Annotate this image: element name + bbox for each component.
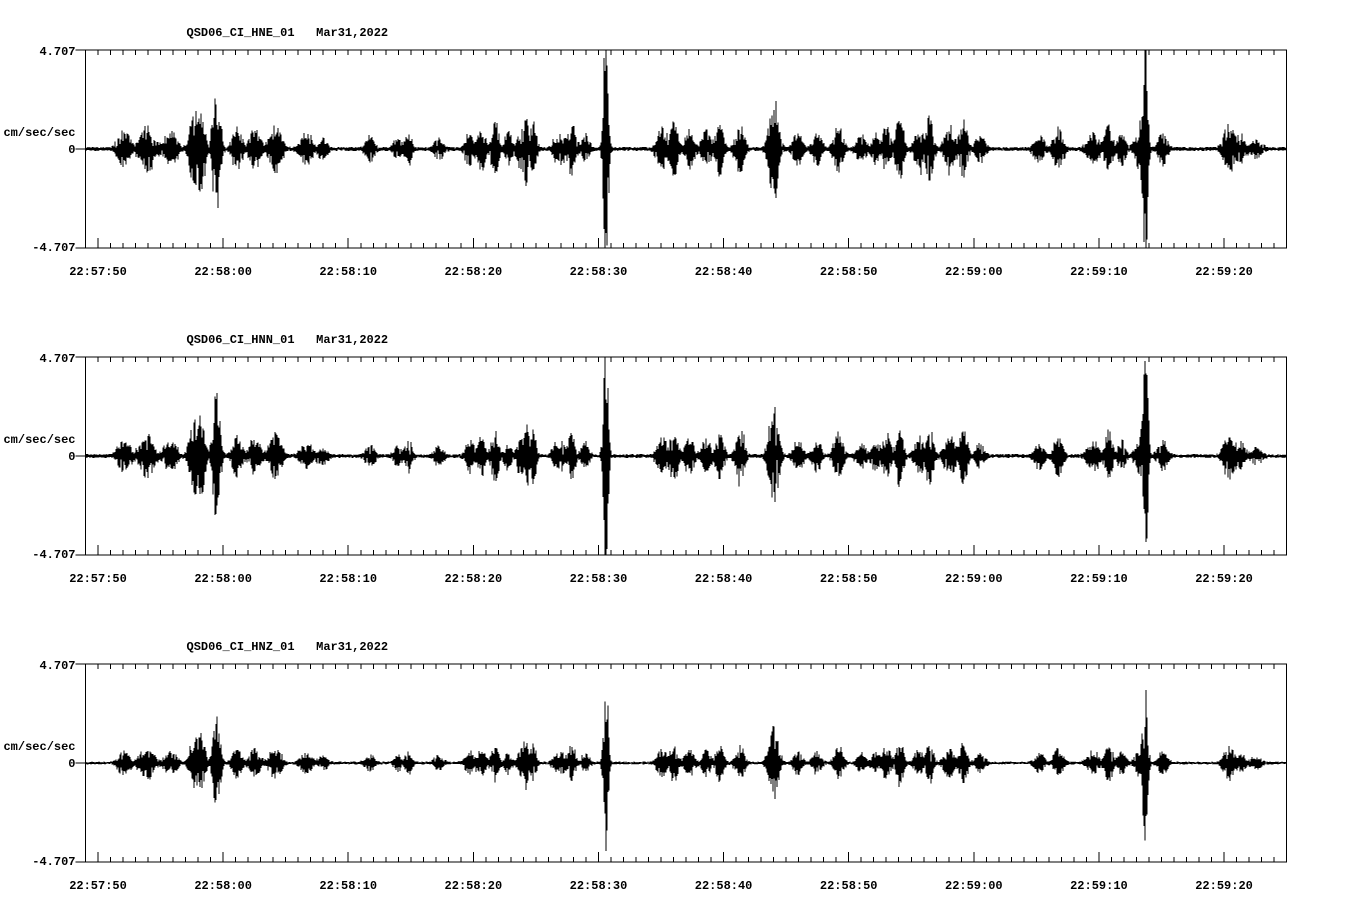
svg-text:22:58:10: 22:58:10 xyxy=(319,572,377,586)
svg-text:22:59:20: 22:59:20 xyxy=(1195,572,1253,586)
svg-text:22:59:10: 22:59:10 xyxy=(1070,879,1128,893)
svg-text:22:58:30: 22:58:30 xyxy=(570,572,628,586)
svg-text:22:57:50: 22:57:50 xyxy=(69,572,127,586)
svg-text:22:58:50: 22:58:50 xyxy=(820,879,878,893)
svg-text:-4.707: -4.707 xyxy=(32,241,75,255)
svg-text:22:59:00: 22:59:00 xyxy=(945,879,1003,893)
svg-text:22:59:10: 22:59:10 xyxy=(1070,572,1128,586)
svg-text:cm/sec/sec: cm/sec/sec xyxy=(3,126,75,140)
svg-text:22:58:50: 22:58:50 xyxy=(820,265,878,279)
svg-text:22:58:40: 22:58:40 xyxy=(695,572,753,586)
svg-text:22:59:20: 22:59:20 xyxy=(1195,265,1253,279)
svg-text:QSD06_CI_HNZ_01 Mar31,2022: QSD06_CI_HNZ_01 Mar31,2022 xyxy=(187,640,389,654)
svg-text:0: 0 xyxy=(68,450,75,464)
svg-text:22:58:20: 22:58:20 xyxy=(445,572,503,586)
svg-text:22:58:40: 22:58:40 xyxy=(695,879,753,893)
svg-text:4.707: 4.707 xyxy=(39,352,75,366)
svg-text:0: 0 xyxy=(68,757,75,771)
svg-text:22:58:10: 22:58:10 xyxy=(319,879,377,893)
svg-text:4.707: 4.707 xyxy=(39,45,75,59)
svg-text:QSD06_CI_HNN_01 Mar31,2022: QSD06_CI_HNN_01 Mar31,2022 xyxy=(187,333,389,347)
svg-text:22:58:00: 22:58:00 xyxy=(194,572,252,586)
svg-text:22:58:30: 22:58:30 xyxy=(570,879,628,893)
svg-text:22:58:40: 22:58:40 xyxy=(695,265,753,279)
svg-text:22:58:10: 22:58:10 xyxy=(319,265,377,279)
svg-text:22:58:00: 22:58:00 xyxy=(194,265,252,279)
svg-text:22:59:10: 22:59:10 xyxy=(1070,265,1128,279)
svg-text:22:57:50: 22:57:50 xyxy=(69,265,127,279)
svg-text:22:57:50: 22:57:50 xyxy=(69,879,127,893)
svg-text:22:58:20: 22:58:20 xyxy=(445,265,503,279)
svg-text:22:58:50: 22:58:50 xyxy=(820,572,878,586)
svg-text:cm/sec/sec: cm/sec/sec xyxy=(3,740,75,754)
svg-text:-4.707: -4.707 xyxy=(32,548,75,562)
svg-text:4.707: 4.707 xyxy=(39,659,75,673)
svg-text:-4.707: -4.707 xyxy=(32,855,75,869)
svg-text:22:58:20: 22:58:20 xyxy=(445,879,503,893)
svg-text:0: 0 xyxy=(68,143,75,157)
svg-text:22:58:30: 22:58:30 xyxy=(570,265,628,279)
svg-text:22:58:00: 22:58:00 xyxy=(194,879,252,893)
svg-text:22:59:20: 22:59:20 xyxy=(1195,879,1253,893)
svg-text:22:59:00: 22:59:00 xyxy=(945,265,1003,279)
svg-text:QSD06_CI_HNE_01 Mar31,2022: QSD06_CI_HNE_01 Mar31,2022 xyxy=(187,26,389,40)
svg-text:cm/sec/sec: cm/sec/sec xyxy=(3,433,75,447)
svg-text:22:59:00: 22:59:00 xyxy=(945,572,1003,586)
